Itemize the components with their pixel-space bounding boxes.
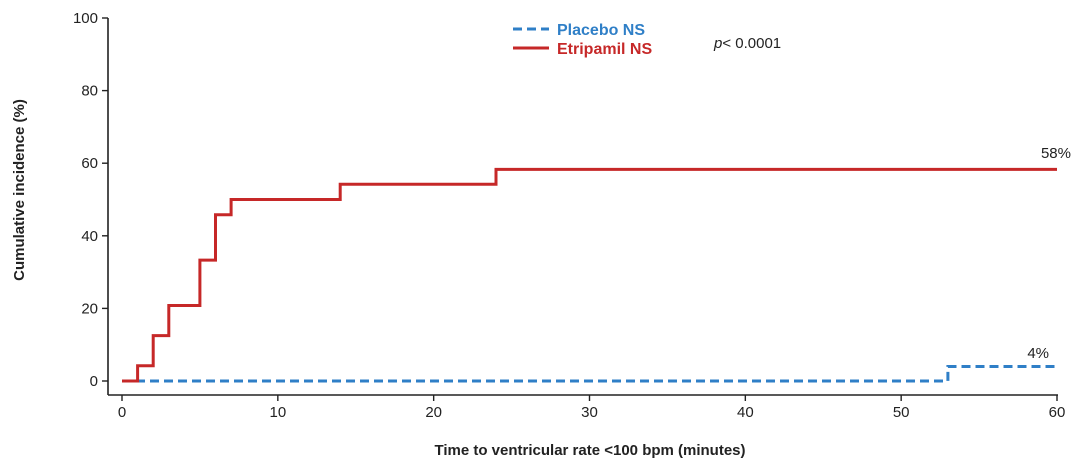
y-tick-label: 40: [81, 228, 98, 245]
y-axis-label: Cumulative incidence (%): [11, 99, 28, 281]
y-tick-label: 80: [81, 83, 98, 100]
x-tick-label: 50: [893, 404, 910, 421]
x-tick-label: 0: [118, 404, 126, 421]
legend-label-etripamil: Etripamil NS: [557, 41, 652, 58]
axes: 0 20 40 60 80 100 0 10 20 30 40 50 60: [73, 10, 1065, 421]
p-value-symbol: p: [713, 35, 722, 52]
series-line-etripamil-ns: [122, 167, 1057, 383]
x-tick-label: 10: [269, 404, 286, 421]
etripamil-end-label: 58%: [1041, 145, 1071, 162]
placebo-end-label: 4%: [1027, 345, 1049, 362]
legend: Placebo NS Etripamil NS: [513, 22, 652, 58]
series-layer: [122, 167, 1057, 383]
x-tick-label: 40: [737, 404, 754, 421]
x-axis-label: Time to ventricular rate <100 bpm (minut…: [434, 442, 745, 459]
y-tick-label: 100: [73, 10, 98, 27]
x-tick-label: 30: [581, 404, 598, 421]
x-tick-label: 20: [425, 404, 442, 421]
y-tick-label: 0: [90, 373, 98, 390]
p-value-annotation: p< 0.0001: [713, 35, 781, 52]
p-value-text: < 0.0001: [722, 35, 781, 52]
y-tick-label: 60: [81, 155, 98, 172]
y-tick-label: 20: [81, 300, 98, 317]
legend-label-placebo: Placebo NS: [557, 22, 645, 39]
x-tick-label: 60: [1049, 404, 1066, 421]
series-line-placebo-ns: [122, 365, 1057, 383]
